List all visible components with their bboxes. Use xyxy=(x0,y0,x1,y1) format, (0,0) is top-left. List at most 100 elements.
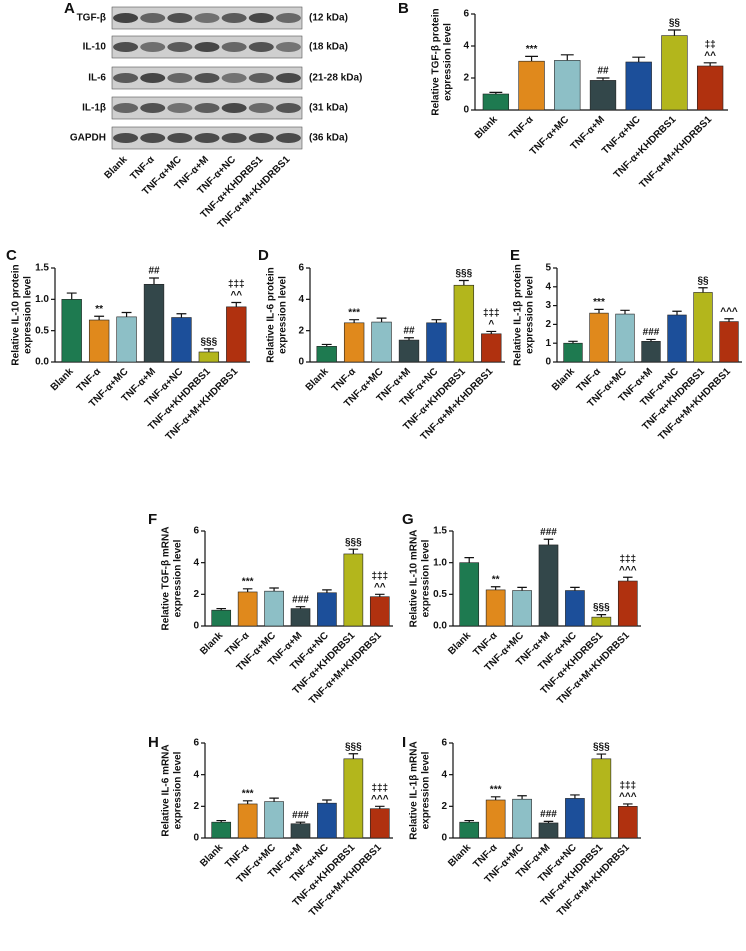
significance-label: *** xyxy=(593,297,605,308)
bar xyxy=(625,61,652,111)
y-axis-label: expression level xyxy=(23,276,34,354)
y-axis-label: Relative IL-6 mRNA xyxy=(161,744,172,836)
significance-label: ‡‡‡ xyxy=(619,781,636,792)
bar xyxy=(591,616,612,627)
significance-label: §§§ xyxy=(201,336,218,347)
significance-label: ^^^ xyxy=(720,306,738,317)
y-axis-label: expression level xyxy=(173,539,184,617)
y-tick-label: 5 xyxy=(545,263,551,274)
bar xyxy=(237,803,258,839)
error-bar xyxy=(269,797,279,802)
y-axis-label: expression level xyxy=(421,539,432,617)
blot-band xyxy=(248,13,274,23)
bar xyxy=(696,65,724,111)
significance-label: *** xyxy=(242,788,254,799)
error-bar xyxy=(376,317,387,323)
bar xyxy=(512,590,532,627)
bar xyxy=(116,316,137,363)
bar xyxy=(426,322,447,363)
error-bar xyxy=(94,315,105,321)
bar xyxy=(237,591,258,627)
significance-label: ## xyxy=(597,66,609,77)
bar xyxy=(211,609,232,627)
significance-label: §§§ xyxy=(345,741,362,752)
bar xyxy=(317,592,337,627)
y-tick-label: 0 xyxy=(441,833,447,844)
blot-band xyxy=(275,42,301,52)
bar xyxy=(371,321,392,363)
significance-label: ^^ xyxy=(704,50,716,61)
significance-label: ^^^ xyxy=(619,792,637,803)
error-bar xyxy=(231,301,242,307)
bar xyxy=(589,80,617,111)
blot-band xyxy=(113,13,139,23)
panel-label: G xyxy=(402,511,414,528)
bar xyxy=(343,322,365,363)
y-tick-label: 6 xyxy=(193,526,199,537)
blot-band xyxy=(194,13,220,23)
error-bar xyxy=(570,794,580,799)
x-tick-label: Blank xyxy=(446,630,473,657)
error-bar xyxy=(349,319,360,323)
error-bar xyxy=(525,55,538,62)
y-tick-label: 3 xyxy=(545,300,551,311)
error-bar xyxy=(646,338,656,342)
y-axis-label: expression level xyxy=(525,276,536,354)
x-tick-label: Blank xyxy=(198,842,225,869)
bar xyxy=(565,590,585,627)
y-tick-label: 4 xyxy=(298,294,304,305)
significance-label: §§§ xyxy=(593,602,610,613)
error-bar xyxy=(464,557,474,563)
y-tick-label: 1.5 xyxy=(433,526,447,537)
bar xyxy=(398,339,420,363)
error-bar xyxy=(295,821,306,824)
y-axis-label: Relative TGF-β protein xyxy=(431,8,442,115)
panel-label: B xyxy=(398,0,409,17)
y-tick-label: 0 xyxy=(298,357,304,368)
blot-band xyxy=(221,13,247,23)
error-bar xyxy=(570,586,580,591)
error-bar xyxy=(596,753,607,759)
y-tick-label: 0.5 xyxy=(35,325,49,336)
y-tick-label: 2 xyxy=(441,801,447,812)
error-bar xyxy=(517,795,527,800)
significance-label: ^ xyxy=(488,319,494,330)
blot-band xyxy=(140,103,166,113)
blot-band xyxy=(140,13,166,23)
x-tick-label: TNF-α xyxy=(507,114,536,143)
x-tick-label: TNF-α+KHDRBS1 xyxy=(612,114,679,181)
x-tick-label: Blank xyxy=(304,366,331,393)
bar xyxy=(317,802,337,839)
y-tick-label: 1.0 xyxy=(433,557,447,568)
blot-band xyxy=(167,103,193,113)
error-bar xyxy=(321,343,332,347)
bar xyxy=(538,544,559,627)
significance-label: ‡‡‡ xyxy=(371,571,388,582)
error-bar xyxy=(596,614,607,618)
error-bar xyxy=(216,819,226,823)
significance-label: ‡‡‡ xyxy=(228,279,245,290)
y-tick-label: 0.0 xyxy=(433,621,447,632)
error-bar xyxy=(489,91,503,94)
bar xyxy=(719,321,739,363)
significance-label: §§ xyxy=(697,275,709,286)
error-bar xyxy=(623,803,633,807)
size-label: (18 kDa) xyxy=(309,42,348,53)
protein-label: IL-10 xyxy=(83,42,107,53)
y-tick-label: 1.5 xyxy=(35,263,49,274)
error-bar xyxy=(216,607,226,611)
bar xyxy=(518,60,545,111)
y-axis-label: Relative TGF-β mRNA xyxy=(161,527,172,631)
bar xyxy=(290,608,311,627)
blot-band xyxy=(275,13,301,23)
y-tick-label: 1 xyxy=(545,338,551,349)
error-bar xyxy=(322,589,332,593)
y-tick-label: 0 xyxy=(193,833,199,844)
bar xyxy=(316,346,337,363)
bar xyxy=(290,823,311,839)
error-bar xyxy=(623,576,633,582)
error-bar xyxy=(176,313,187,318)
y-axis-label: Relative IL-10 protein xyxy=(11,264,22,365)
bar xyxy=(226,306,247,363)
error-bar xyxy=(149,277,159,285)
